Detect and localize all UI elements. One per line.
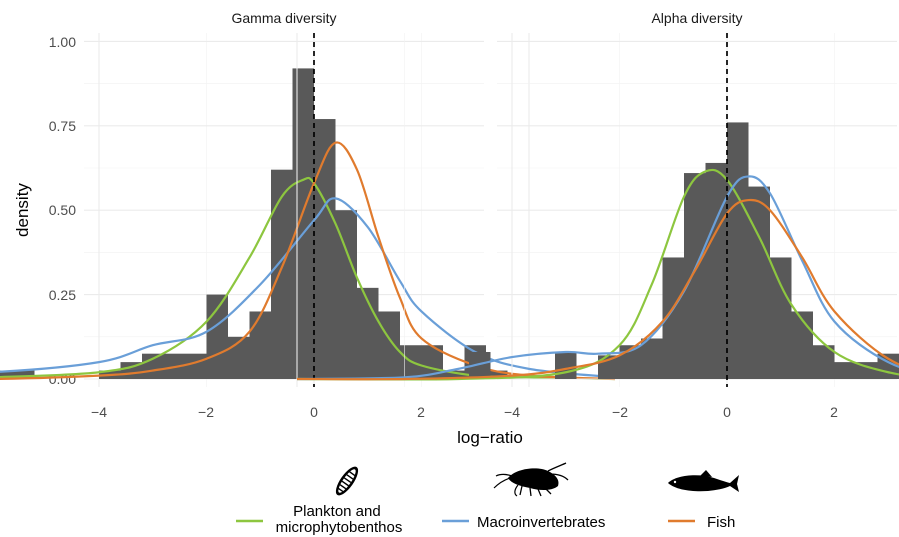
histogram-bar <box>335 210 357 379</box>
x-tick-label: 0 <box>723 404 731 420</box>
y-tick-label: 0.75 <box>49 118 76 134</box>
legend-label-fish: Fish <box>707 514 735 531</box>
histogram-bar <box>443 370 465 379</box>
histogram-bar <box>142 353 164 379</box>
y-tick-label: 1.00 <box>49 34 76 50</box>
density-curve-macroinvertebrates <box>0 197 616 379</box>
panel-title-gamma: Gamma diversity <box>231 10 336 26</box>
histogram-bar <box>662 257 684 379</box>
histogram-bar <box>705 162 727 379</box>
histogram-bar <box>684 173 706 379</box>
density-curve-plankton <box>0 176 616 381</box>
histogram-bar <box>13 370 35 379</box>
y-tick-label: 0.50 <box>49 202 76 218</box>
histogram-bar <box>314 119 336 379</box>
x-tick-label: −4 <box>504 404 520 420</box>
legend-label-plankton-line2: microphytobenthos <box>276 519 403 536</box>
panel-title-alpha: Alpha diversity <box>651 10 742 26</box>
x-tick-labels-alpha: −4 −2 0 2 <box>504 404 838 420</box>
x-axis-title: log−ratio <box>457 428 523 447</box>
x-tick-labels-gamma: −4 −2 0 2 <box>91 404 425 420</box>
histogram-bar <box>249 311 271 379</box>
histogram-bar <box>292 68 314 380</box>
x-tick-label: −4 <box>91 404 107 420</box>
histogram-bar <box>271 169 293 379</box>
x-tick-label: 0 <box>310 404 318 420</box>
histogram-bar <box>856 362 878 379</box>
histogram-bar <box>469 351 491 379</box>
legend-label-plankton-line1: Plankton and <box>293 503 381 520</box>
diatom-icon <box>335 466 359 496</box>
histogram-bar <box>770 257 792 379</box>
histogram-bar <box>0 370 13 379</box>
histogram-bar <box>555 351 577 379</box>
histogram-bar <box>813 345 835 379</box>
legend: Plankton and microphytobenthos Macroinve… <box>236 462 739 536</box>
density-curve-plankton <box>296 168 899 381</box>
x-tick-label: −2 <box>198 404 214 420</box>
histogram-bar <box>185 353 207 379</box>
density-curve-fish <box>0 141 616 381</box>
legend-label-macroinvertebrates: Macroinvertebrates <box>477 514 605 531</box>
y-axis-title: density <box>13 183 32 237</box>
density-curve-fish <box>296 198 899 381</box>
y-tick-label: 0.25 <box>49 287 76 303</box>
y-tick-labels: 0.00 0.25 0.50 0.75 1.00 <box>49 34 76 387</box>
histogram-bar <box>791 311 813 379</box>
panel-gamma-diversity <box>0 33 616 387</box>
fish-icon <box>668 470 739 492</box>
density-curve-macroinvertebrates <box>296 175 899 381</box>
histogram-bar <box>748 186 770 379</box>
x-tick-label: −2 <box>612 404 628 420</box>
x-tick-label: 2 <box>417 404 425 420</box>
histogram-bar <box>834 362 856 379</box>
panel-alpha-diversity <box>296 33 899 387</box>
histogram-bar <box>378 311 400 379</box>
histogram-bar <box>641 338 663 379</box>
histogram-bar <box>727 122 749 379</box>
legend-label-plankton: Plankton and microphytobenthos <box>276 503 403 536</box>
histogram-bar <box>486 370 508 379</box>
x-tick-label: 2 <box>830 404 838 420</box>
amphipod-icon <box>493 462 569 497</box>
